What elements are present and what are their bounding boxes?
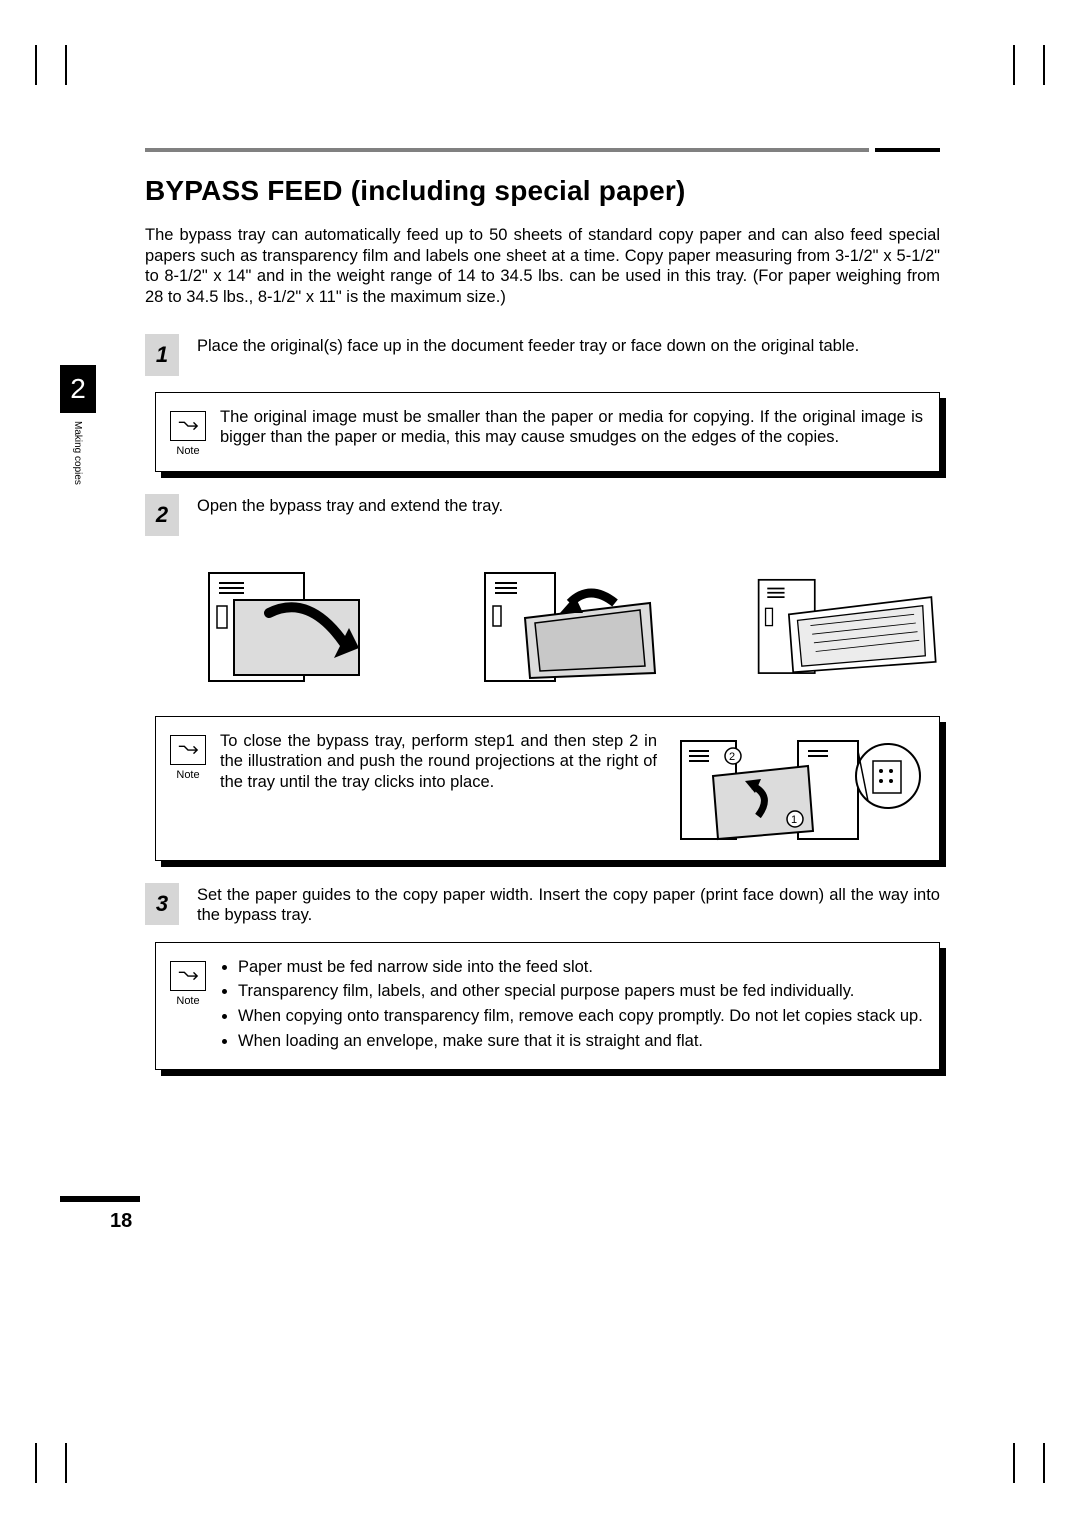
note-bullet: Paper must be fed narrow side into the f… bbox=[238, 957, 923, 978]
note-box-2: Note To close the bypass tray, perform s… bbox=[155, 716, 940, 861]
note-bullet: When loading an envelope, make sure that… bbox=[238, 1031, 923, 1052]
illustration-open-1 bbox=[199, 558, 389, 688]
step-3: 3 Set the paper guides to the copy paper… bbox=[145, 883, 940, 926]
step-number: 3 bbox=[145, 883, 179, 925]
chapter-label: Making copies bbox=[72, 421, 83, 485]
document-page: 2 Making copies BYPASS FEED (including s… bbox=[0, 0, 1080, 1528]
note-label: Note bbox=[176, 995, 199, 1007]
note-label: Note bbox=[176, 445, 199, 457]
step-text: Place the original(s) face up in the doc… bbox=[197, 334, 859, 376]
svg-text:1: 1 bbox=[791, 814, 797, 826]
step-2: 2 Open the bypass tray and extend the tr… bbox=[145, 494, 940, 536]
illustration-open-3 bbox=[750, 558, 940, 688]
intro-paragraph: The bypass tray can automatically feed u… bbox=[145, 225, 940, 308]
note-icon bbox=[170, 961, 206, 991]
note-text: The original image must be smaller than … bbox=[220, 407, 923, 457]
illustration-row bbox=[199, 558, 940, 688]
step-number: 2 bbox=[145, 494, 179, 536]
svg-text:2: 2 bbox=[729, 751, 735, 763]
step-1: 1 Place the original(s) face up in the d… bbox=[145, 334, 940, 376]
page-footer: 18 bbox=[60, 1196, 140, 1233]
note-icon bbox=[170, 735, 206, 765]
note-icon bbox=[170, 411, 206, 441]
chapter-tab: 2 Making copies bbox=[60, 365, 96, 485]
note-bullet: When copying onto transparency film, rem… bbox=[238, 1006, 923, 1027]
step-text: Open the bypass tray and extend the tray… bbox=[197, 494, 503, 536]
note-label: Note bbox=[176, 769, 199, 781]
page-number: 18 bbox=[110, 1210, 140, 1233]
note-box-3: Note Paper must be fed narrow side into … bbox=[155, 942, 940, 1071]
step-text: Set the paper guides to the copy paper w… bbox=[197, 883, 940, 926]
header-rule bbox=[145, 148, 940, 152]
note-box-1: Note The original image must be smaller … bbox=[155, 392, 940, 472]
step-number: 1 bbox=[145, 334, 179, 376]
content-area: BYPASS FEED (including special paper) Th… bbox=[145, 175, 940, 1092]
page-title: BYPASS FEED (including special paper) bbox=[145, 175, 940, 207]
illustration-open-2 bbox=[475, 558, 665, 688]
note-bullet: Transparency film, labels, and other spe… bbox=[238, 981, 923, 1002]
note-text: To close the bypass tray, perform step1 … bbox=[220, 731, 657, 793]
illustration-close-tray: 2 1 bbox=[673, 731, 923, 846]
chapter-number: 2 bbox=[60, 365, 96, 413]
note-text-list: Paper must be fed narrow side into the f… bbox=[220, 957, 923, 1056]
